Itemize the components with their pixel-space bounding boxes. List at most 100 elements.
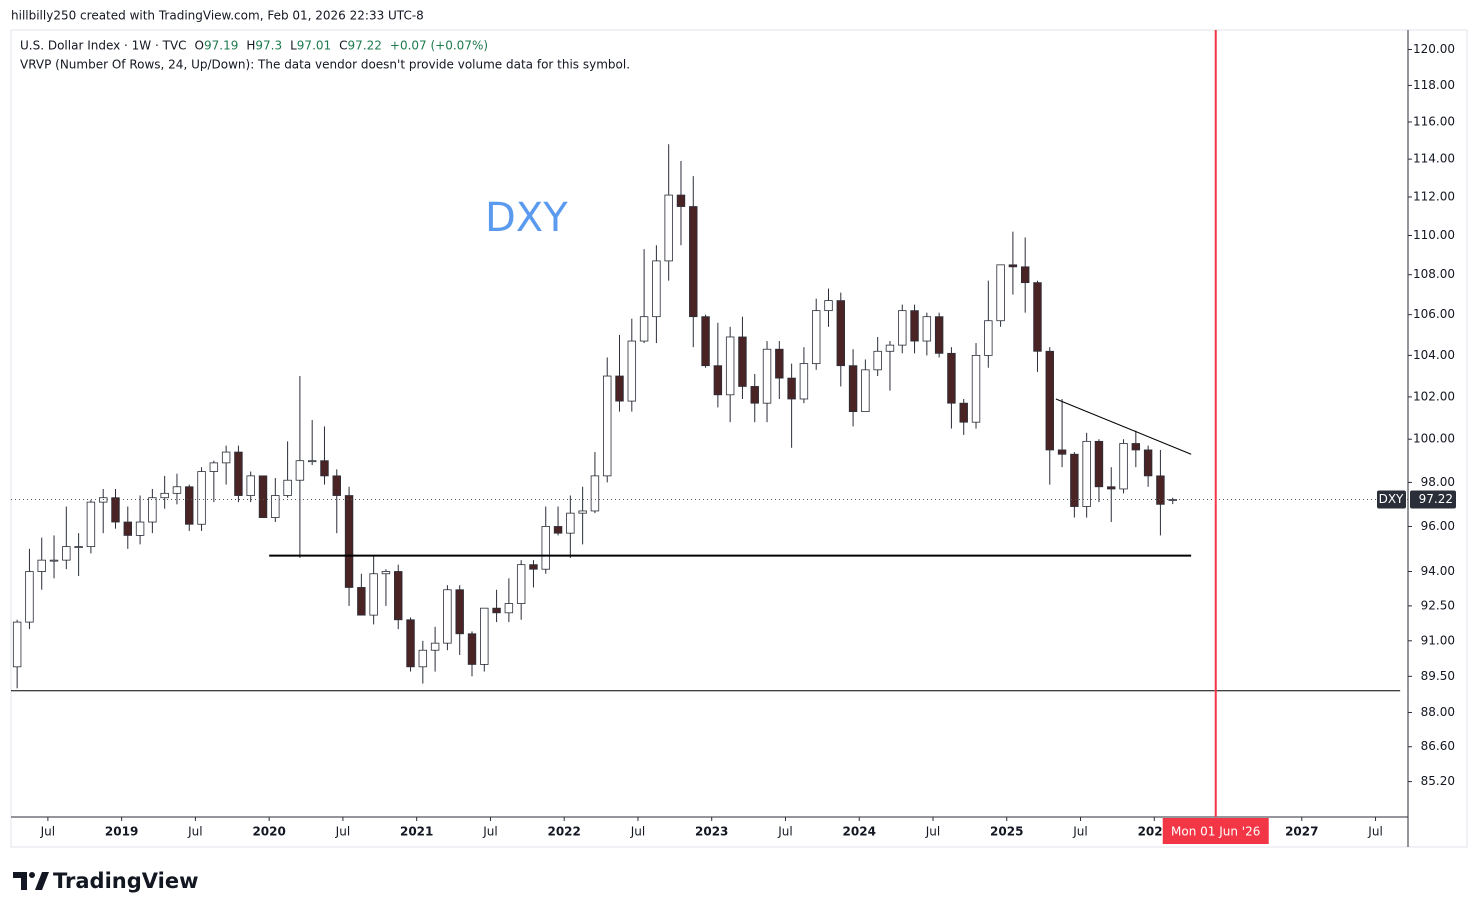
candle-body bbox=[1057, 449, 1067, 455]
candle-body bbox=[1143, 449, 1153, 477]
candle-body bbox=[996, 264, 1005, 322]
annotation: DXY bbox=[485, 195, 568, 241]
y-tick-label: 110.00 bbox=[1413, 228, 1455, 242]
x-tick-label: Jul bbox=[925, 825, 940, 839]
candle-body bbox=[369, 573, 378, 616]
indicator: VRVP (Number Of Rows, 24, Up/Down): The … bbox=[20, 58, 630, 72]
candle-body bbox=[295, 460, 305, 481]
legend-change: +0.07 (+0.07%) bbox=[390, 39, 488, 53]
x-tick-label: Jul bbox=[482, 825, 497, 839]
x-tick-label: Jul bbox=[630, 825, 645, 839]
candle-body bbox=[406, 619, 415, 668]
y-tick-label: 100.00 bbox=[1413, 432, 1455, 446]
candle-body bbox=[135, 521, 145, 536]
y-tick-label: 88.00 bbox=[1421, 705, 1455, 719]
candle-body bbox=[394, 571, 403, 621]
y-tick-label: 96.00 bbox=[1421, 519, 1455, 533]
y-tick-label: 120.00 bbox=[1413, 42, 1455, 56]
candle-body bbox=[1082, 440, 1091, 507]
x-tick-label: Jul bbox=[335, 825, 350, 839]
candle-body bbox=[123, 521, 132, 536]
candle-body bbox=[430, 642, 440, 651]
candle-body bbox=[541, 526, 550, 570]
candle-body bbox=[1070, 453, 1079, 507]
y-tick-label: 102.00 bbox=[1413, 389, 1455, 403]
legend-value: 97.19 bbox=[204, 39, 238, 53]
candle-body bbox=[1033, 282, 1042, 352]
candle-body bbox=[86, 501, 96, 548]
y-tick-label: 86.60 bbox=[1421, 739, 1455, 753]
candle-body bbox=[197, 471, 206, 525]
legend-label: O bbox=[195, 39, 204, 53]
y-tick-label: 106.00 bbox=[1413, 307, 1455, 321]
candle-body bbox=[1107, 486, 1116, 490]
candle-body bbox=[25, 571, 34, 623]
trendline bbox=[1055, 398, 1192, 455]
candle-body bbox=[553, 526, 563, 534]
candle-body bbox=[357, 587, 366, 616]
candle-body bbox=[381, 571, 391, 575]
candle-body bbox=[504, 603, 514, 614]
candle-body bbox=[664, 194, 673, 262]
candle-body bbox=[221, 451, 231, 464]
candle-body bbox=[873, 350, 882, 371]
candle-body bbox=[516, 564, 526, 604]
x-tick-label: 2024 bbox=[843, 825, 876, 839]
y-tick-label: 108.00 bbox=[1413, 267, 1455, 281]
candle-body bbox=[258, 475, 268, 518]
y-tick-label: 94.00 bbox=[1421, 564, 1455, 578]
legend-value: 97.3 bbox=[255, 39, 282, 53]
y-tick-label: 112.00 bbox=[1413, 189, 1455, 203]
y-tick-label: 116.00 bbox=[1413, 114, 1455, 128]
candle-body bbox=[283, 479, 292, 496]
candle-body bbox=[344, 495, 354, 588]
candle-body bbox=[1045, 350, 1054, 451]
last-price-label: 97.22 bbox=[1419, 492, 1453, 506]
candle-body bbox=[689, 206, 698, 318]
x-tick-label: 2022 bbox=[547, 825, 580, 839]
candle-body bbox=[775, 348, 784, 379]
date-marker-box bbox=[1162, 818, 1269, 844]
candle-body bbox=[910, 310, 919, 342]
candle-body bbox=[762, 348, 772, 404]
candle-body bbox=[234, 451, 243, 496]
candle-body bbox=[320, 460, 329, 477]
candle-body bbox=[332, 475, 341, 496]
x-tick-label: Jul bbox=[1072, 825, 1087, 839]
x-tick-label: Jul bbox=[1367, 825, 1382, 839]
date-marker-label: Mon 01 Jun '26 bbox=[1171, 825, 1260, 839]
candle-body bbox=[799, 363, 809, 400]
candle-body bbox=[578, 510, 587, 514]
legend-value: 97.01 bbox=[297, 39, 331, 53]
candle-body bbox=[160, 492, 169, 499]
candle-body bbox=[307, 460, 317, 463]
candle-body bbox=[1168, 499, 1177, 501]
candle-body bbox=[12, 621, 22, 668]
candle-body bbox=[1119, 443, 1128, 490]
frame bbox=[10, 29, 1468, 848]
legend-label: L bbox=[290, 39, 297, 53]
candle-body bbox=[898, 310, 907, 346]
candle-body bbox=[455, 589, 464, 635]
header: hillbilly250 created with TradingView.co… bbox=[11, 9, 424, 23]
candle-body bbox=[185, 486, 194, 525]
candle-body bbox=[824, 300, 833, 312]
candle-body bbox=[836, 300, 846, 367]
candle-body bbox=[713, 365, 723, 396]
y-tick-label: 118.00 bbox=[1413, 78, 1455, 92]
candle-body bbox=[1008, 264, 1018, 268]
legend-label: C bbox=[339, 39, 347, 53]
candle-body bbox=[480, 607, 489, 665]
candle-body bbox=[984, 320, 993, 356]
candle-body bbox=[603, 375, 612, 477]
symbol-line: U.S. Dollar Index · 1W · TVC bbox=[20, 39, 187, 53]
candle-body bbox=[861, 369, 870, 413]
x-tick-label: 2027 bbox=[1285, 825, 1318, 839]
candle-body bbox=[701, 316, 710, 367]
candle-body bbox=[738, 336, 747, 387]
candle-body bbox=[848, 365, 858, 413]
candle-body bbox=[627, 340, 637, 402]
price-tag-box bbox=[1377, 490, 1406, 509]
y-tick-label: 98.00 bbox=[1421, 475, 1455, 489]
